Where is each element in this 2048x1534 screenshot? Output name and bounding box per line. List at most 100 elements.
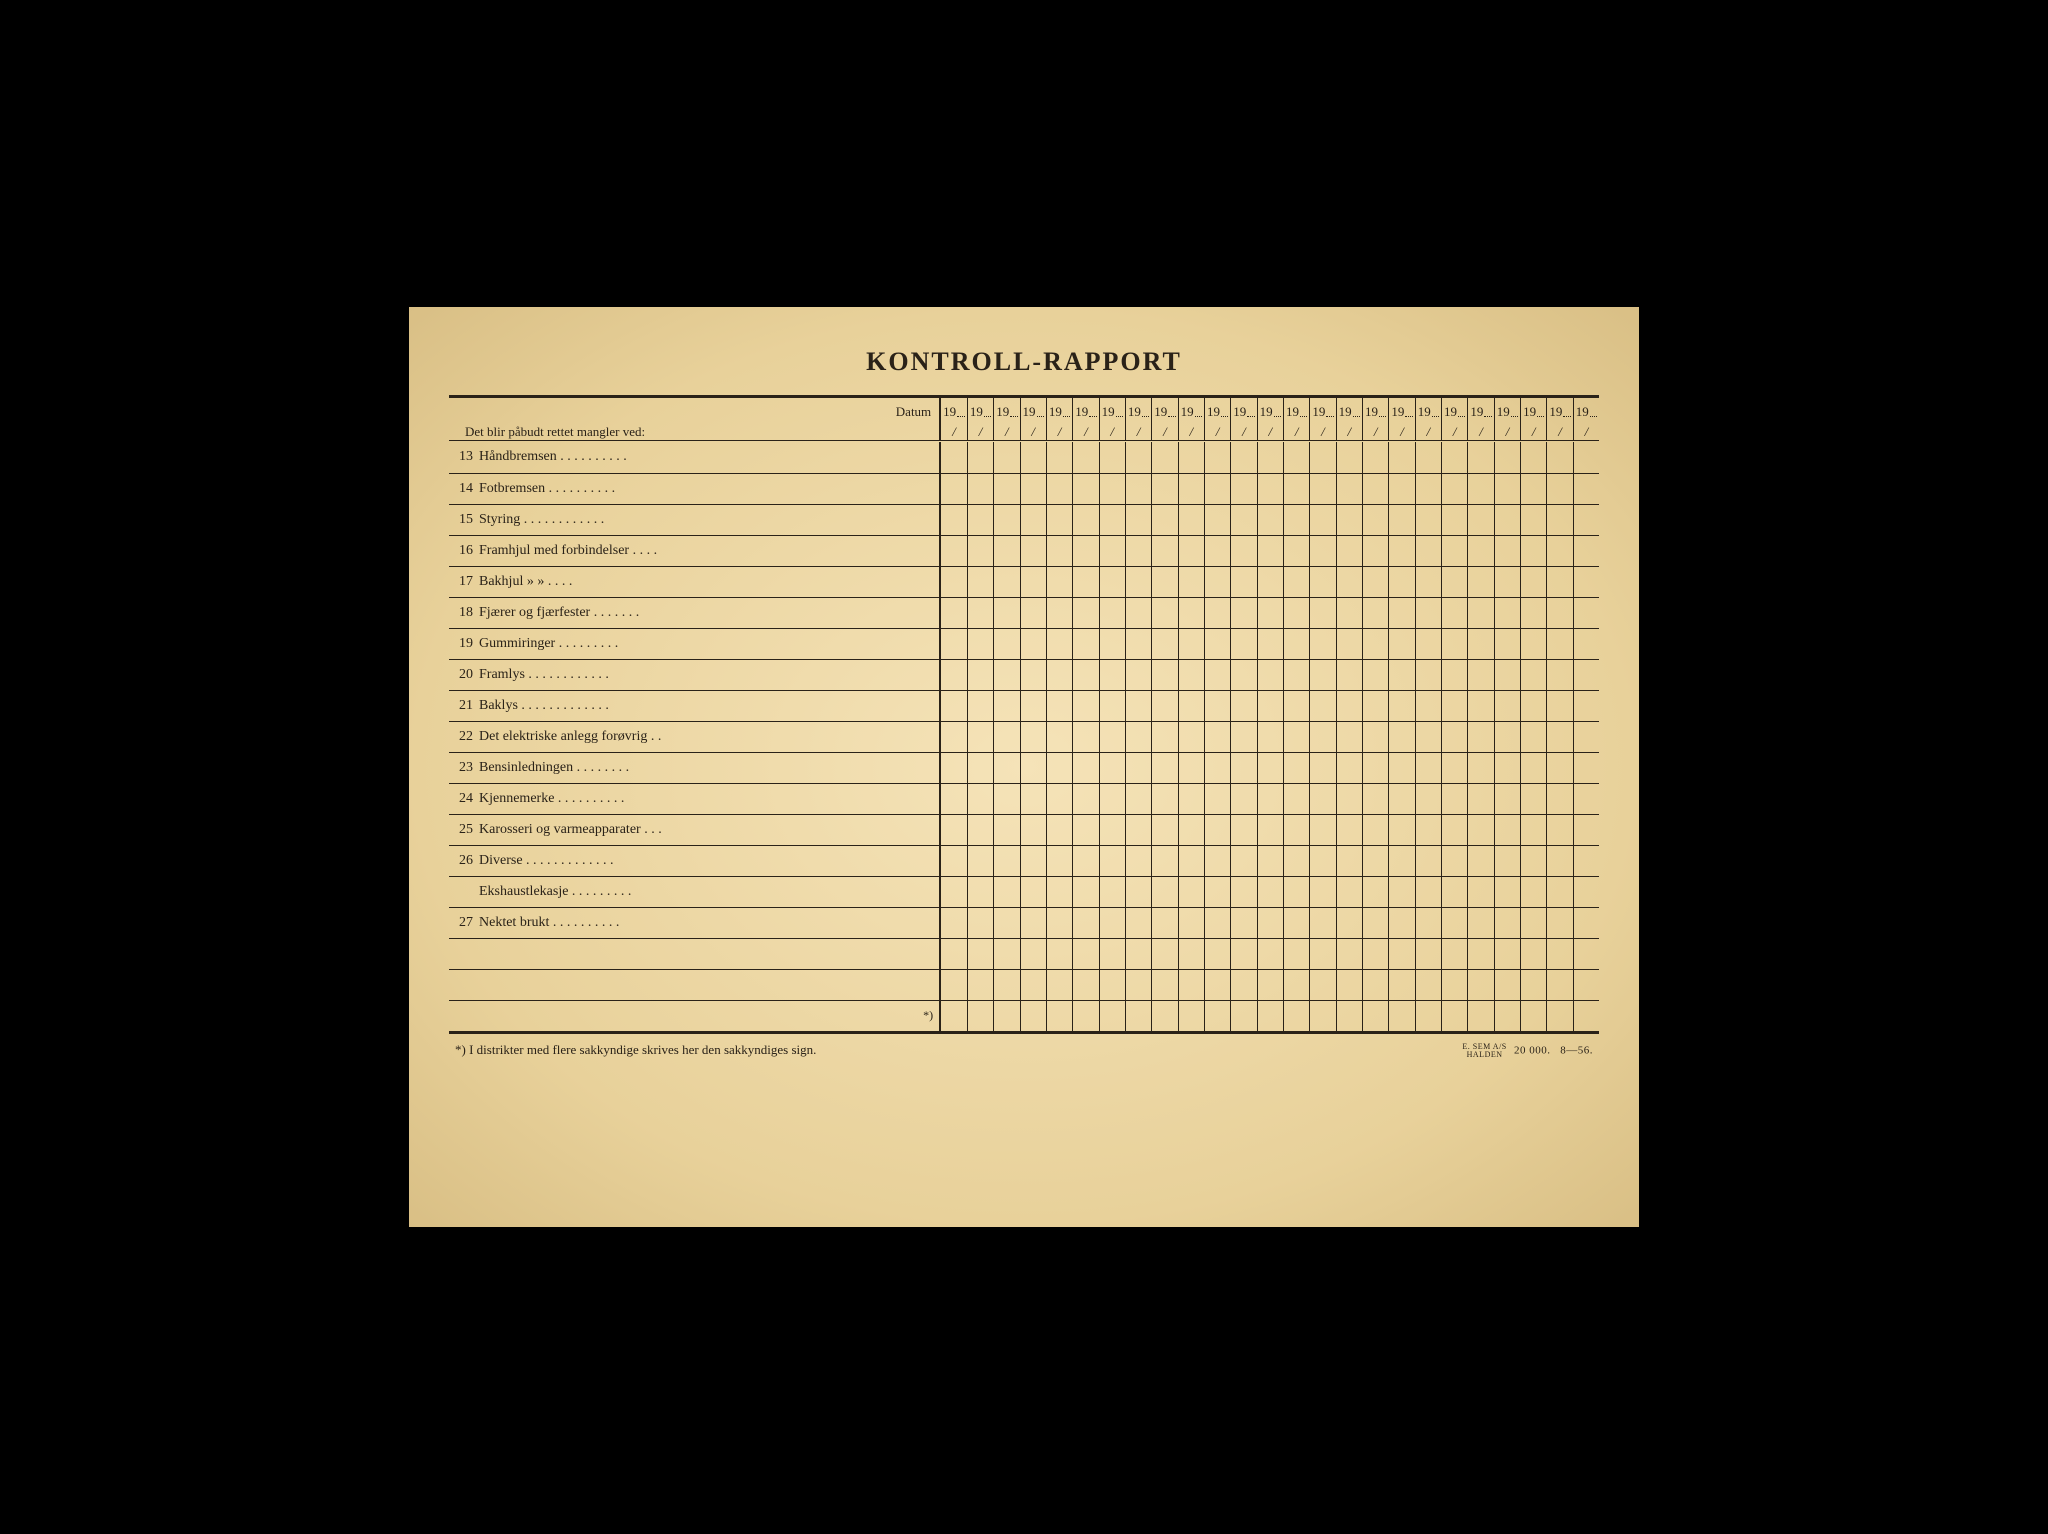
grid-cell	[1020, 721, 1046, 752]
grid-cell	[1442, 783, 1468, 814]
grid-cell	[1257, 566, 1283, 597]
row-number: 18	[449, 597, 479, 628]
row-label: Kjennemerke . . . . . . . . . .	[479, 783, 940, 814]
grid-cell	[1020, 597, 1046, 628]
grid-cell	[1231, 597, 1257, 628]
grid-cell	[1231, 783, 1257, 814]
grid-cell	[1442, 907, 1468, 938]
grid-cell	[1389, 535, 1415, 566]
grid-cell	[1125, 845, 1151, 876]
grid-cell	[1442, 659, 1468, 690]
table-row: 22Det elektriske anlegg forøvrig . .	[449, 721, 1599, 752]
date-year-cell: 19	[1099, 398, 1125, 420]
grid-cell	[1415, 845, 1441, 876]
grid-cell	[1468, 690, 1494, 721]
grid-cell	[1389, 690, 1415, 721]
grid-cell	[1310, 969, 1336, 1000]
grid-cell	[1468, 597, 1494, 628]
grid-cell	[1152, 721, 1178, 752]
grid-cell	[1178, 566, 1204, 597]
date-year-cell: 19	[1125, 398, 1151, 420]
grid-cell	[994, 659, 1020, 690]
grid-cell	[1336, 752, 1362, 783]
row-label: Framhjul med forbindelser . . . .	[479, 535, 940, 566]
datum-label: Datum	[449, 398, 940, 420]
grid-cell	[1415, 566, 1441, 597]
grid-cell	[1283, 752, 1309, 783]
date-year-cell: 19	[967, 398, 993, 420]
grid-cell	[1521, 876, 1547, 907]
grid-cell	[1231, 845, 1257, 876]
grid-cell	[1415, 938, 1441, 969]
grid-cell	[1204, 721, 1230, 752]
grid-cell	[1547, 566, 1573, 597]
grid-cell	[1099, 907, 1125, 938]
grid-cell	[1152, 938, 1178, 969]
grid-cell	[967, 938, 993, 969]
grid-cell	[1099, 566, 1125, 597]
grid-cell	[1336, 783, 1362, 814]
grid-cell	[1283, 814, 1309, 845]
grid-cell	[1547, 845, 1573, 876]
grid-cell	[967, 752, 993, 783]
row-label: Fjærer og fjærfester . . . . . . .	[479, 597, 940, 628]
grid-cell	[1494, 907, 1520, 938]
grid-cell	[1415, 504, 1441, 535]
grid-cell	[1204, 876, 1230, 907]
row-number: 22	[449, 721, 479, 752]
grid-cell	[1099, 473, 1125, 504]
date-year-cell: 19	[1363, 398, 1389, 420]
grid-cell	[1073, 876, 1099, 907]
row-label: Bensinledningen . . . . . . . .	[479, 752, 940, 783]
grid-cell	[1573, 783, 1599, 814]
date-year-cell: 19	[1442, 398, 1468, 420]
grid-cell	[1283, 628, 1309, 659]
grid-cell	[1099, 845, 1125, 876]
grid-cell	[1310, 690, 1336, 721]
grid-cell	[1336, 566, 1362, 597]
grid-cell	[1336, 690, 1362, 721]
grid-cell	[1442, 938, 1468, 969]
row-number: 20	[449, 659, 479, 690]
table-row: 19Gummiringer . . . . . . . . .	[449, 628, 1599, 659]
grid-cell	[1310, 721, 1336, 752]
grid-cell	[1442, 442, 1468, 473]
grid-cell	[1152, 690, 1178, 721]
grid-cell	[1178, 628, 1204, 659]
grid-cell	[1125, 597, 1151, 628]
date-slash-cell: /	[1257, 420, 1283, 440]
grid-cell	[1573, 473, 1599, 504]
grid-cell	[1020, 690, 1046, 721]
grid-cell	[940, 690, 967, 721]
grid-cell	[1363, 876, 1389, 907]
row-label	[479, 938, 940, 969]
grid-cell	[1336, 969, 1362, 1000]
grid-cell	[1231, 1000, 1257, 1031]
grid-cell	[940, 969, 967, 1000]
table-row: 14Fotbremsen . . . . . . . . . .	[449, 473, 1599, 504]
grid-cell	[1178, 473, 1204, 504]
grid-cell	[1389, 783, 1415, 814]
date-year-cell: 19	[1283, 398, 1309, 420]
date-slash-cell: /	[1152, 420, 1178, 440]
print-info: E. SEM A/S HALDEN 20 000. 8—56.	[1462, 1043, 1593, 1059]
row-number: 24	[449, 783, 479, 814]
grid-cell	[1310, 938, 1336, 969]
grid-cell	[1521, 1000, 1547, 1031]
grid-cell	[1152, 876, 1178, 907]
grid-cell	[967, 504, 993, 535]
date-year-cell: 19	[1547, 398, 1573, 420]
grid-cell	[1231, 659, 1257, 690]
grid-cell	[1283, 659, 1309, 690]
grid-cell	[1494, 845, 1520, 876]
grid-cell	[1521, 628, 1547, 659]
date-year-cell: 19	[1204, 398, 1230, 420]
grid-cell	[1257, 442, 1283, 473]
grid-cell	[1178, 659, 1204, 690]
grid-cell	[1547, 752, 1573, 783]
grid-cell	[1046, 938, 1072, 969]
grid-cell	[1073, 659, 1099, 690]
row-label: Det elektriske anlegg forøvrig . .	[479, 721, 940, 752]
date-slash-cell: /	[1046, 420, 1072, 440]
grid-cell	[1310, 473, 1336, 504]
